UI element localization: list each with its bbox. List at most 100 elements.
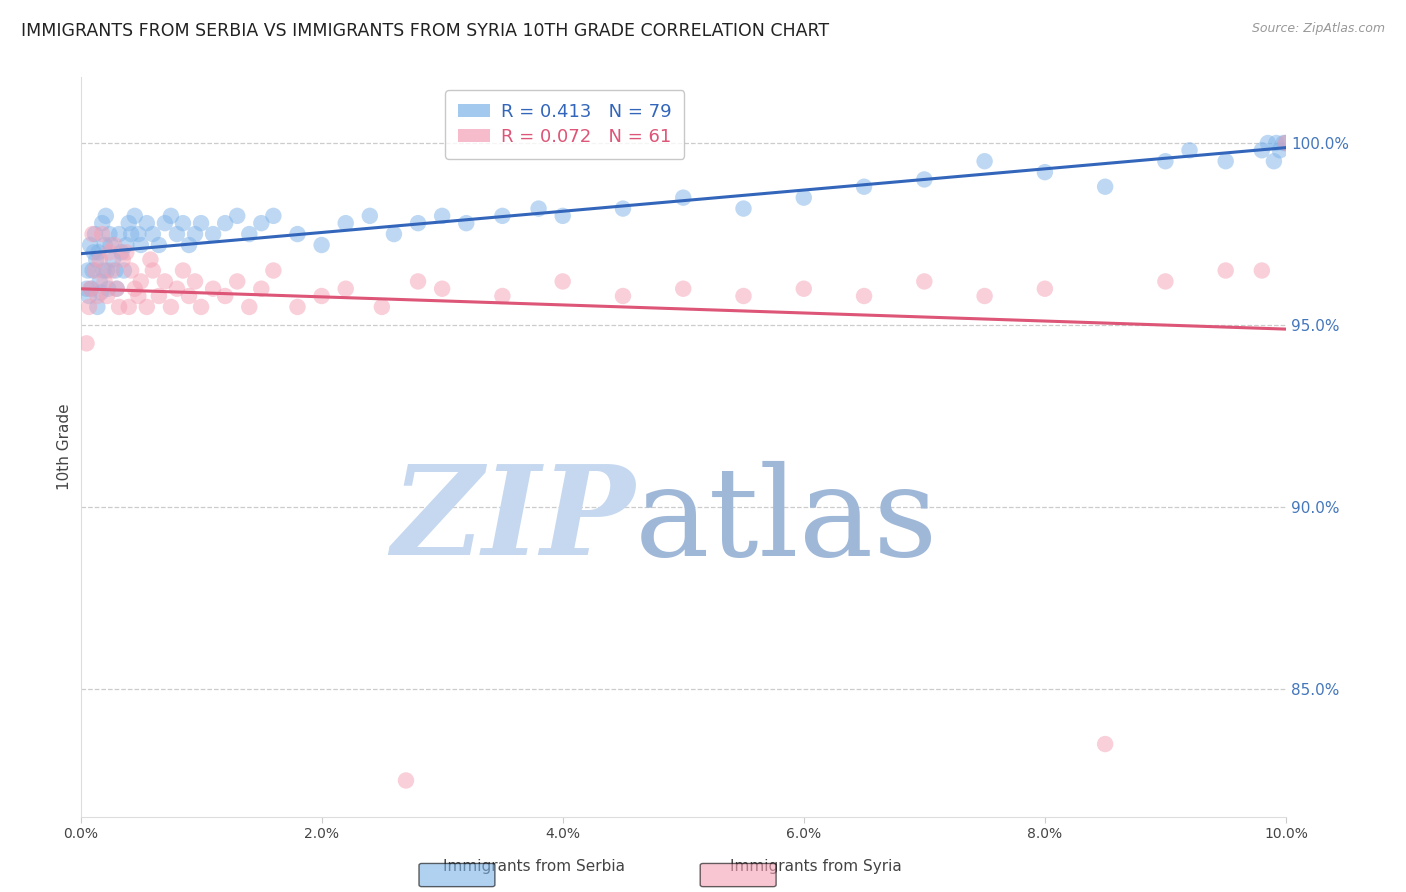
Point (108, 300, 131, 314)
Point (214, 289, 236, 303)
Point (96, 263, 118, 277)
Point (973, 289, 995, 303)
Point (287, 300, 309, 314)
Text: Source: ZipAtlas.com: Source: ZipAtlas.com (1251, 22, 1385, 36)
Point (202, 227, 225, 241)
Point (793, 282, 815, 296)
Point (1154, 275, 1177, 289)
Point (108, 227, 131, 241)
Point (89, 252, 111, 267)
Point (733, 202, 755, 216)
Point (311, 238, 333, 252)
Point (406, 216, 429, 230)
Point (94, 209, 117, 223)
Point (172, 263, 194, 277)
Point (120, 227, 142, 241)
Point (129, 275, 152, 289)
Point (166, 227, 188, 241)
Point (1178, 143, 1201, 157)
Point (612, 202, 634, 216)
Point (118, 300, 141, 314)
Point (551, 275, 574, 289)
Point (98, 245, 121, 260)
Point (142, 263, 165, 277)
Point (91, 216, 114, 230)
Text: ZIP: ZIP (391, 460, 636, 582)
Text: IMMIGRANTS FROM SERBIA VS IMMIGRANTS FROM SYRIA 10TH GRADE CORRELATION CHART: IMMIGRANTS FROM SERBIA VS IMMIGRANTS FRO… (21, 22, 830, 40)
Point (250, 282, 273, 296)
Point (153, 216, 176, 230)
Point (395, 773, 418, 788)
Point (371, 300, 394, 314)
Point (1094, 737, 1116, 751)
Point (105, 282, 128, 296)
Point (124, 209, 146, 223)
Point (87, 245, 110, 260)
Point (214, 216, 236, 230)
Point (190, 300, 212, 314)
Point (1250, 143, 1272, 157)
Point (166, 282, 188, 296)
Point (79, 238, 101, 252)
Point (912, 172, 935, 186)
Point (262, 209, 284, 223)
Point (76, 336, 98, 351)
Point (733, 289, 755, 303)
Point (82, 227, 104, 241)
Point (238, 227, 260, 241)
Point (177, 289, 200, 303)
Point (1268, 143, 1291, 157)
Point (82, 263, 104, 277)
Point (491, 209, 513, 223)
Point (98, 227, 121, 241)
Point (112, 263, 135, 277)
Point (127, 289, 149, 303)
Point (97, 282, 120, 296)
Point (202, 282, 225, 296)
Point (89, 275, 111, 289)
Point (1094, 179, 1116, 194)
Point (527, 202, 550, 216)
Point (153, 275, 176, 289)
Point (90, 285, 112, 300)
Point (430, 282, 453, 296)
Point (91, 227, 114, 241)
Point (84, 263, 107, 277)
Point (84, 252, 107, 267)
Point (238, 300, 260, 314)
Point (101, 263, 124, 277)
Point (551, 209, 574, 223)
Point (382, 227, 405, 241)
Point (853, 289, 876, 303)
Point (83, 245, 105, 260)
Point (127, 227, 149, 241)
Point (1033, 165, 1056, 179)
Point (912, 275, 935, 289)
Point (120, 263, 142, 277)
Point (1275, 136, 1298, 150)
Point (115, 238, 138, 252)
Point (96, 289, 118, 303)
Point (172, 216, 194, 230)
Text: Immigrants from Syria: Immigrants from Syria (730, 859, 901, 874)
Point (86, 300, 108, 314)
Point (1215, 263, 1237, 277)
Point (77, 300, 100, 314)
Point (335, 216, 357, 230)
Point (1154, 154, 1177, 169)
Point (76, 282, 98, 296)
Point (1272, 136, 1295, 150)
Point (135, 300, 157, 314)
Point (103, 238, 125, 252)
Point (612, 289, 634, 303)
Point (226, 275, 249, 289)
Point (1215, 154, 1237, 169)
Point (226, 209, 249, 223)
Y-axis label: 10th Grade: 10th Grade (58, 404, 72, 491)
Point (79, 282, 101, 296)
Point (142, 227, 165, 241)
Point (430, 209, 453, 223)
Point (148, 238, 170, 252)
Point (86, 289, 108, 303)
Point (80, 282, 103, 296)
